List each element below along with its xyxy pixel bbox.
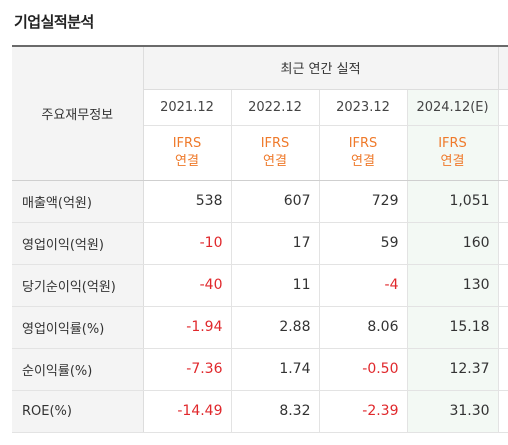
ifrs-basis: IFRS 연결 [406,125,499,181]
value-cell: -14.49 [142,390,231,433]
value-cell: 1,051 [406,180,499,223]
row-label: 순이익률(%) [12,348,144,391]
ifrs-basis: IFRS 연결 [142,125,231,181]
value-cell: 59 [318,222,407,265]
row-label: 영업이익률(%) [12,305,144,349]
value-cell: 17 [230,222,319,265]
column-group-header: 최근 연간 실적 [143,46,499,90]
value-cell: 160 [406,222,499,265]
value-cell: 12.37 [406,348,499,391]
year-header: 2023.12 [318,89,407,126]
row-label: 당기순이익(억원) [12,264,144,307]
row-header-label: 주요재무정보 [12,46,144,181]
value-cell: -10 [142,222,231,265]
table-body: 매출액(억원) 538 607 729 1,051 영업이익(억원) -10 1… [12,180,508,433]
table-row: ROE(%) -14.49 8.32 -2.39 31.30 [12,390,508,433]
section-title: 기업실적분석 [14,13,94,31]
value-cell: 15.18 [406,305,499,349]
value-cell: 2.88 [230,305,319,349]
table-row: 당기순이익(억원) -40 11 -4 130 [12,264,508,307]
value-cell: -4 [318,264,407,307]
financial-summary-table: 주요재무정보 최근 연간 실적 2021.12 2022.12 2023.12 … [12,45,508,433]
table-row: 매출액(억원) 538 607 729 1,051 [12,180,508,223]
year-header: 2022.12 [230,89,319,126]
value-cell: 729 [318,180,407,223]
table-row: 영업이익(억원) -10 17 59 160 [12,222,508,265]
value-cell: 8.06 [318,305,407,349]
value-cell: 538 [142,180,231,223]
value-cell: 31.30 [406,390,499,433]
value-cell: -2.39 [318,390,407,433]
ifrs-basis: IFRS 연결 [318,125,407,181]
row-label: 매출액(억원) [12,180,144,223]
value-cell: 1.74 [230,348,319,391]
table-row: 순이익률(%) -7.36 1.74 -0.50 12.37 [12,348,508,391]
row-label: ROE(%) [12,390,144,433]
year-header-estimate: 2024.12(E) [406,89,499,126]
table-header: 주요재무정보 최근 연간 실적 2021.12 2022.12 2023.12 … [12,46,508,181]
value-cell: 607 [230,180,319,223]
value-cell: 130 [406,264,499,307]
year-header: 2021.12 [142,89,231,126]
value-cell: 11 [230,264,319,307]
value-cell: -7.36 [142,348,231,391]
value-cell: 8.32 [230,390,319,433]
ifrs-basis: IFRS 연결 [230,125,319,181]
table-row: 영업이익률(%) -1.94 2.88 8.06 15.18 [12,305,508,349]
value-cell: -1.94 [142,305,231,349]
value-cell: -0.50 [318,348,407,391]
row-label: 영업이익(억원) [12,222,144,265]
value-cell: -40 [142,264,231,307]
